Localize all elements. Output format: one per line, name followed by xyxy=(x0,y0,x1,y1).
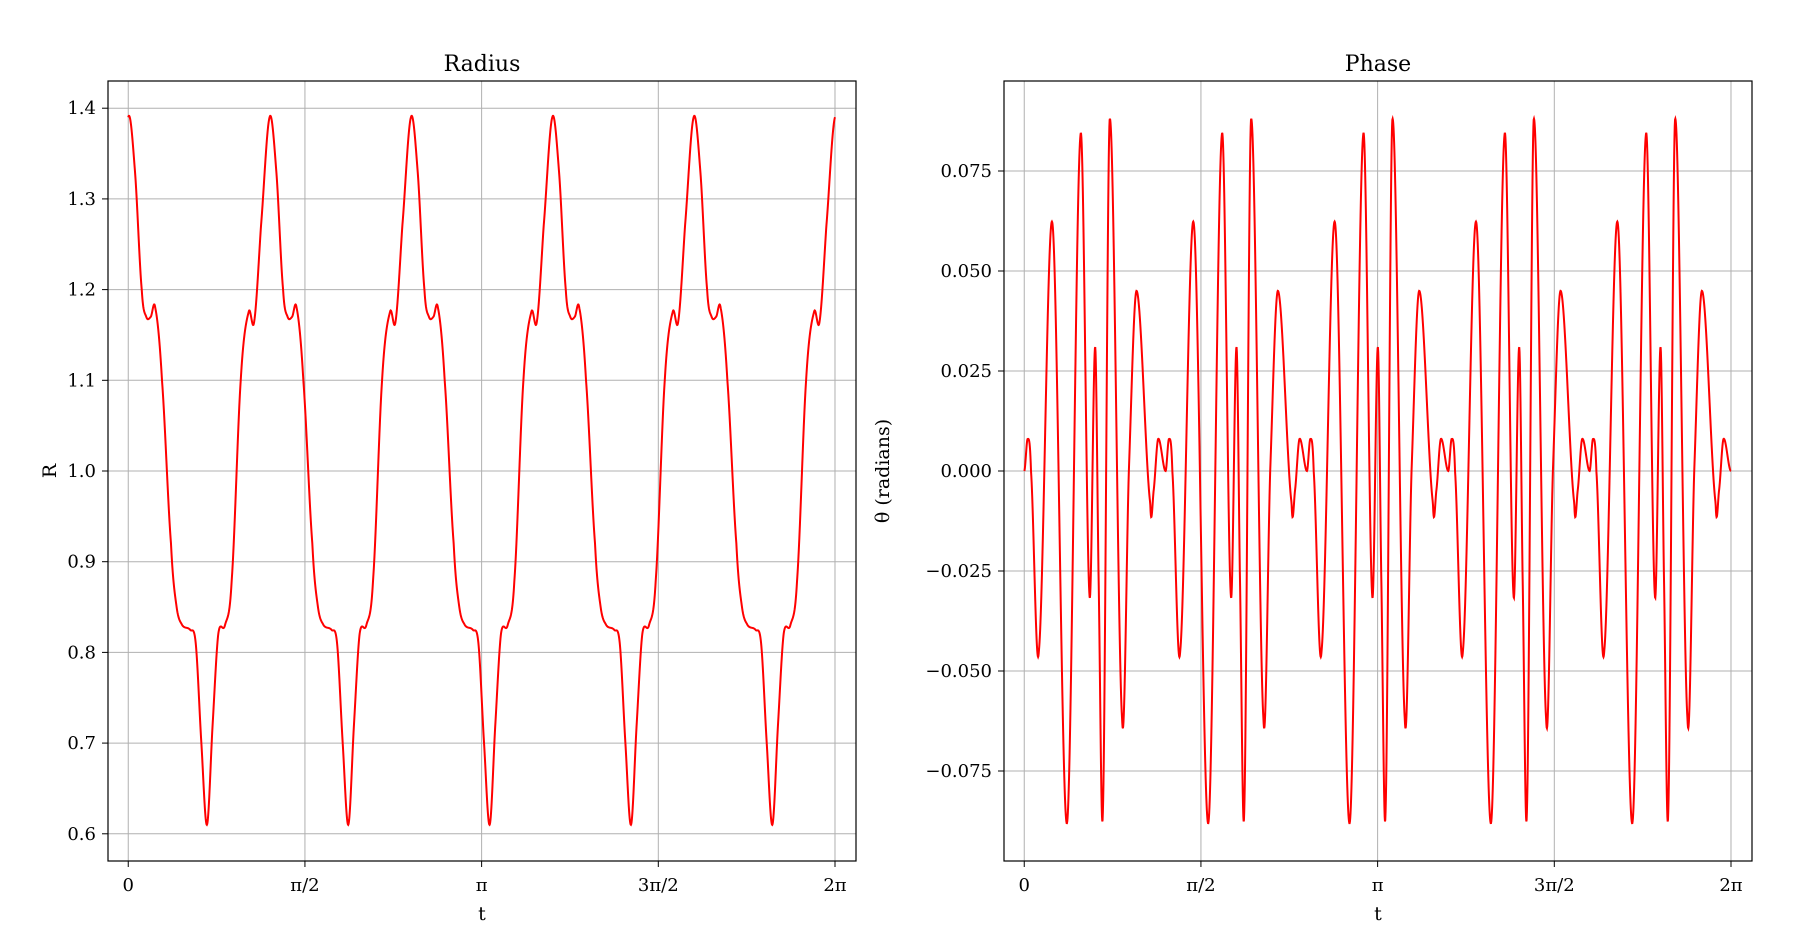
series-line-0 xyxy=(127,114,836,827)
y-tick-label: 0.050 xyxy=(940,261,992,282)
y-tick-label: 0.7 xyxy=(67,733,96,754)
chart-title: Phase xyxy=(1345,52,1411,77)
y-tick-label: −0.025 xyxy=(925,561,992,582)
y-tick-label: 0.025 xyxy=(940,361,992,382)
y-tick-label: 0.8 xyxy=(67,642,96,663)
series-line-0 xyxy=(1023,114,1732,825)
y-tick-label: 1.0 xyxy=(67,461,96,482)
x-tick-label: π xyxy=(476,875,488,896)
y-tick-label: 1.3 xyxy=(67,189,96,210)
radius-chart: 0 π/2 π 3π/2 2π 0.6 0.7 0.8 0.9 1.0 1.1 1.2 1.3 1.4 Ra… xyxy=(39,52,857,925)
y-tick-label: 0.000 xyxy=(940,461,992,482)
y-tick-label: 0.9 xyxy=(67,552,96,573)
x-tick-label: π/2 xyxy=(1186,875,1215,896)
x-axis-label: t xyxy=(1374,903,1382,925)
y-tick-label: 1.4 xyxy=(67,98,96,119)
x-tick-label: 2π xyxy=(1719,875,1742,896)
y-tick-label: 0.6 xyxy=(67,824,96,845)
y-axis-label: θ (radians) xyxy=(872,419,894,523)
x-tick-label: π/2 xyxy=(290,875,319,896)
y-tick-label: 0.075 xyxy=(940,161,992,182)
x-tick-label: 0 xyxy=(1019,875,1030,896)
x-axis-label: t xyxy=(478,903,486,925)
y-tick-label: −0.075 xyxy=(925,761,992,782)
y-axis-label: R xyxy=(39,463,61,478)
x-tick-label: 2π xyxy=(823,875,846,896)
y-tick-label: 1.2 xyxy=(67,280,96,301)
x-tick-label: 3π/2 xyxy=(1534,875,1575,896)
x-tick-label: 0 xyxy=(123,875,134,896)
y-tick-label: −0.050 xyxy=(925,661,992,682)
x-tick-label: 3π/2 xyxy=(638,875,679,896)
grid xyxy=(108,81,856,861)
phase-chart: 0 π/2 π 3π/2 2π −0.075 −0.050 −0.025 0.000 0.025 0… xyxy=(872,52,1753,925)
y-tick-label: 1.1 xyxy=(67,370,96,391)
chart-title: Radius xyxy=(444,52,521,77)
x-tick-label: π xyxy=(1372,875,1384,896)
grid xyxy=(1004,81,1752,861)
